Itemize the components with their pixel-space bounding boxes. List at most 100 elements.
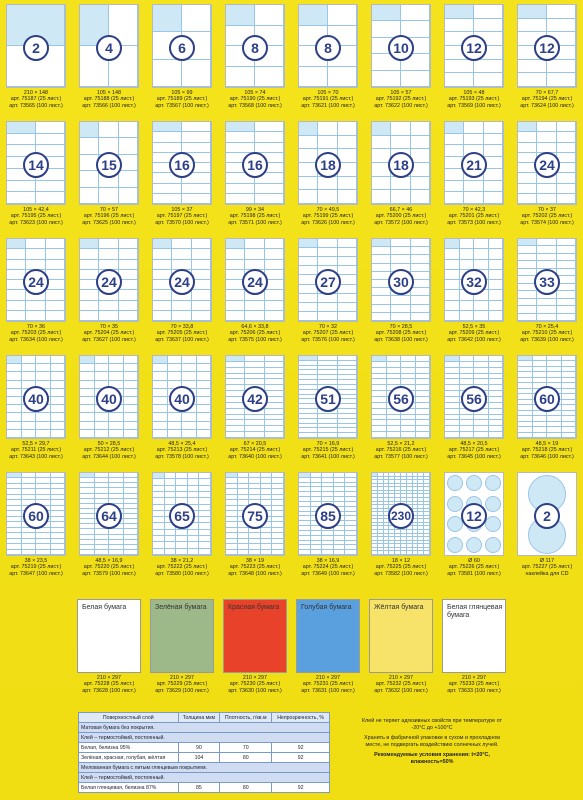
label-cell <box>299 380 319 385</box>
label-art1: арт. 75200 (25 лист.) <box>375 213 427 220</box>
label-cell <box>386 367 401 374</box>
label-cell <box>260 473 273 479</box>
label-cell <box>386 414 401 421</box>
label-cell <box>50 489 65 495</box>
label-cell <box>377 533 384 538</box>
label-cell <box>172 239 192 250</box>
paper-art2: арт. 73633 (100 лист.) <box>447 687 501 694</box>
label-cell <box>109 534 124 540</box>
label-cell <box>245 432 265 438</box>
label-cell <box>260 544 273 550</box>
label-count: 15 <box>96 152 122 178</box>
label-cell <box>196 429 211 438</box>
label-cell <box>406 551 413 555</box>
label-size: 50 × 28,5 <box>97 441 121 447</box>
label-cell <box>123 524 138 530</box>
label-cell <box>260 522 273 528</box>
label-cell <box>260 538 273 545</box>
paper-info: 210 × 297 арт. 75228 (25 лист.) арт. 73628… <box>73 675 145 694</box>
label-cell <box>518 253 538 262</box>
th-density: Плотность, г/кв.м <box>219 712 273 723</box>
paper-art2: арт. 73631 (100 лист.) <box>301 687 355 694</box>
label-cell <box>36 522 51 528</box>
label-cell <box>389 473 396 477</box>
label-cell <box>21 544 36 550</box>
label-cell <box>226 5 255 26</box>
note-temperature: Клей не теряет адгезивных свойств при те… <box>362 718 502 731</box>
label-sheet-preview: 51 <box>298 355 358 439</box>
paper-art1: арт. 75229 (25 лист.) <box>156 681 208 688</box>
label-cell <box>237 527 250 534</box>
label-cell <box>401 490 407 495</box>
label-cell <box>418 494 425 498</box>
label-cell <box>94 539 109 545</box>
label-cell <box>94 364 109 373</box>
label-cell <box>245 249 265 260</box>
label-sheet-preview: 10 <box>371 4 431 88</box>
label-size: 52,5 × 35 <box>462 324 486 330</box>
label-cell <box>299 257 319 267</box>
label-art1: арт. 75207 (25 лист.) <box>302 330 354 337</box>
label-cell <box>226 527 238 534</box>
label-cell <box>299 5 328 26</box>
label-cell <box>389 487 396 491</box>
label-cell <box>401 367 416 374</box>
label-cell <box>418 544 425 548</box>
label-count: 24 <box>96 269 122 295</box>
label-cell <box>21 429 36 438</box>
label-cell <box>333 497 346 502</box>
label-cell <box>556 246 576 254</box>
label-cell <box>459 373 474 380</box>
label-cell <box>264 269 284 280</box>
label-sheet-preview: 60 <box>517 355 577 439</box>
round-label <box>485 475 502 492</box>
label-cell <box>7 413 22 422</box>
label-sheet-preview: 42 <box>225 355 285 439</box>
label-cell <box>401 426 416 433</box>
label-cell <box>483 133 503 146</box>
label-cell <box>556 291 576 299</box>
label-cell <box>395 544 401 548</box>
label-cell <box>518 313 538 321</box>
label-cell <box>383 490 390 495</box>
label-cell <box>26 239 46 250</box>
label-art1: арт. 75206 (25 лист.) <box>229 330 281 337</box>
label-cell <box>337 239 357 249</box>
label-cell <box>310 526 323 531</box>
label-cell <box>488 259 503 270</box>
label-cell <box>80 239 100 250</box>
label-cell <box>345 526 357 531</box>
label-cell <box>182 413 197 422</box>
label-cell <box>464 180 484 193</box>
label-cell <box>264 373 284 380</box>
label-cell <box>260 500 273 506</box>
label-cell <box>372 540 378 545</box>
label-cell <box>187 536 200 543</box>
label-cell <box>226 483 238 490</box>
label-cell <box>395 551 401 555</box>
label-cell <box>164 485 177 492</box>
label-cell <box>488 361 503 368</box>
label-cell <box>377 480 384 484</box>
label-cell <box>50 505 65 512</box>
label-cell <box>299 433 319 438</box>
label-cell <box>99 290 119 301</box>
highlight-label <box>299 473 311 478</box>
label-cell <box>272 494 284 501</box>
label-cell <box>226 66 255 87</box>
label-cell <box>372 512 378 516</box>
highlight-label <box>7 473 22 479</box>
label-art2: арт. 73627 (100 лист.) <box>82 336 136 343</box>
label-count: 60 <box>23 503 49 529</box>
label-cell <box>474 239 489 250</box>
label-count: 42 <box>242 386 268 412</box>
label-cell <box>226 500 238 506</box>
label-cell <box>532 432 547 438</box>
label-cell <box>237 549 250 555</box>
label-cell <box>299 356 319 361</box>
label-cell <box>445 180 465 193</box>
label-cell <box>226 290 246 301</box>
label-cell <box>372 487 378 491</box>
label-cell <box>182 142 211 153</box>
label-cell <box>255 193 284 204</box>
